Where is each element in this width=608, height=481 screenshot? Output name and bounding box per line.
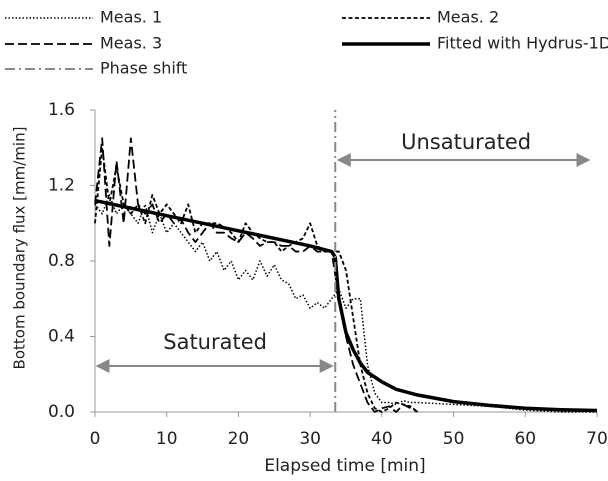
x-tick-label: 50 (443, 429, 465, 449)
annotation: Unsaturated (401, 130, 531, 154)
x-axis-title: Elapsed time [min] (264, 456, 425, 476)
legend-label: Fitted with Hydrus-1D (437, 34, 608, 53)
annotation: Saturated (163, 330, 267, 354)
x-tick-label: 60 (514, 429, 536, 449)
x-tick-label: 20 (228, 429, 250, 449)
legend-label: Meas. 2 (437, 8, 499, 27)
x-tick-label: 40 (371, 429, 393, 449)
x-tick-label: 0 (90, 429, 101, 449)
legend-label: Phase shift (100, 59, 187, 78)
y-axis-title: Bottom boundary flux [mm/min] (11, 127, 29, 370)
legend-label: Meas. 3 (100, 34, 162, 53)
legend-label: Meas. 1 (100, 8, 162, 27)
y-tick-label: 0.8 (48, 251, 75, 271)
x-tick-label: 70 (586, 429, 608, 449)
y-tick-label: 1.6 (48, 100, 75, 120)
y-tick-label: 1.2 (48, 176, 75, 196)
series-line (94, 146, 419, 413)
y-tick-label: 0.4 (48, 327, 75, 347)
series-line (94, 198, 598, 413)
y-tick-label: 0.0 (48, 402, 75, 422)
x-tick-label: 10 (156, 429, 178, 449)
x-tick-label: 30 (299, 429, 321, 449)
series-line (94, 194, 597, 413)
